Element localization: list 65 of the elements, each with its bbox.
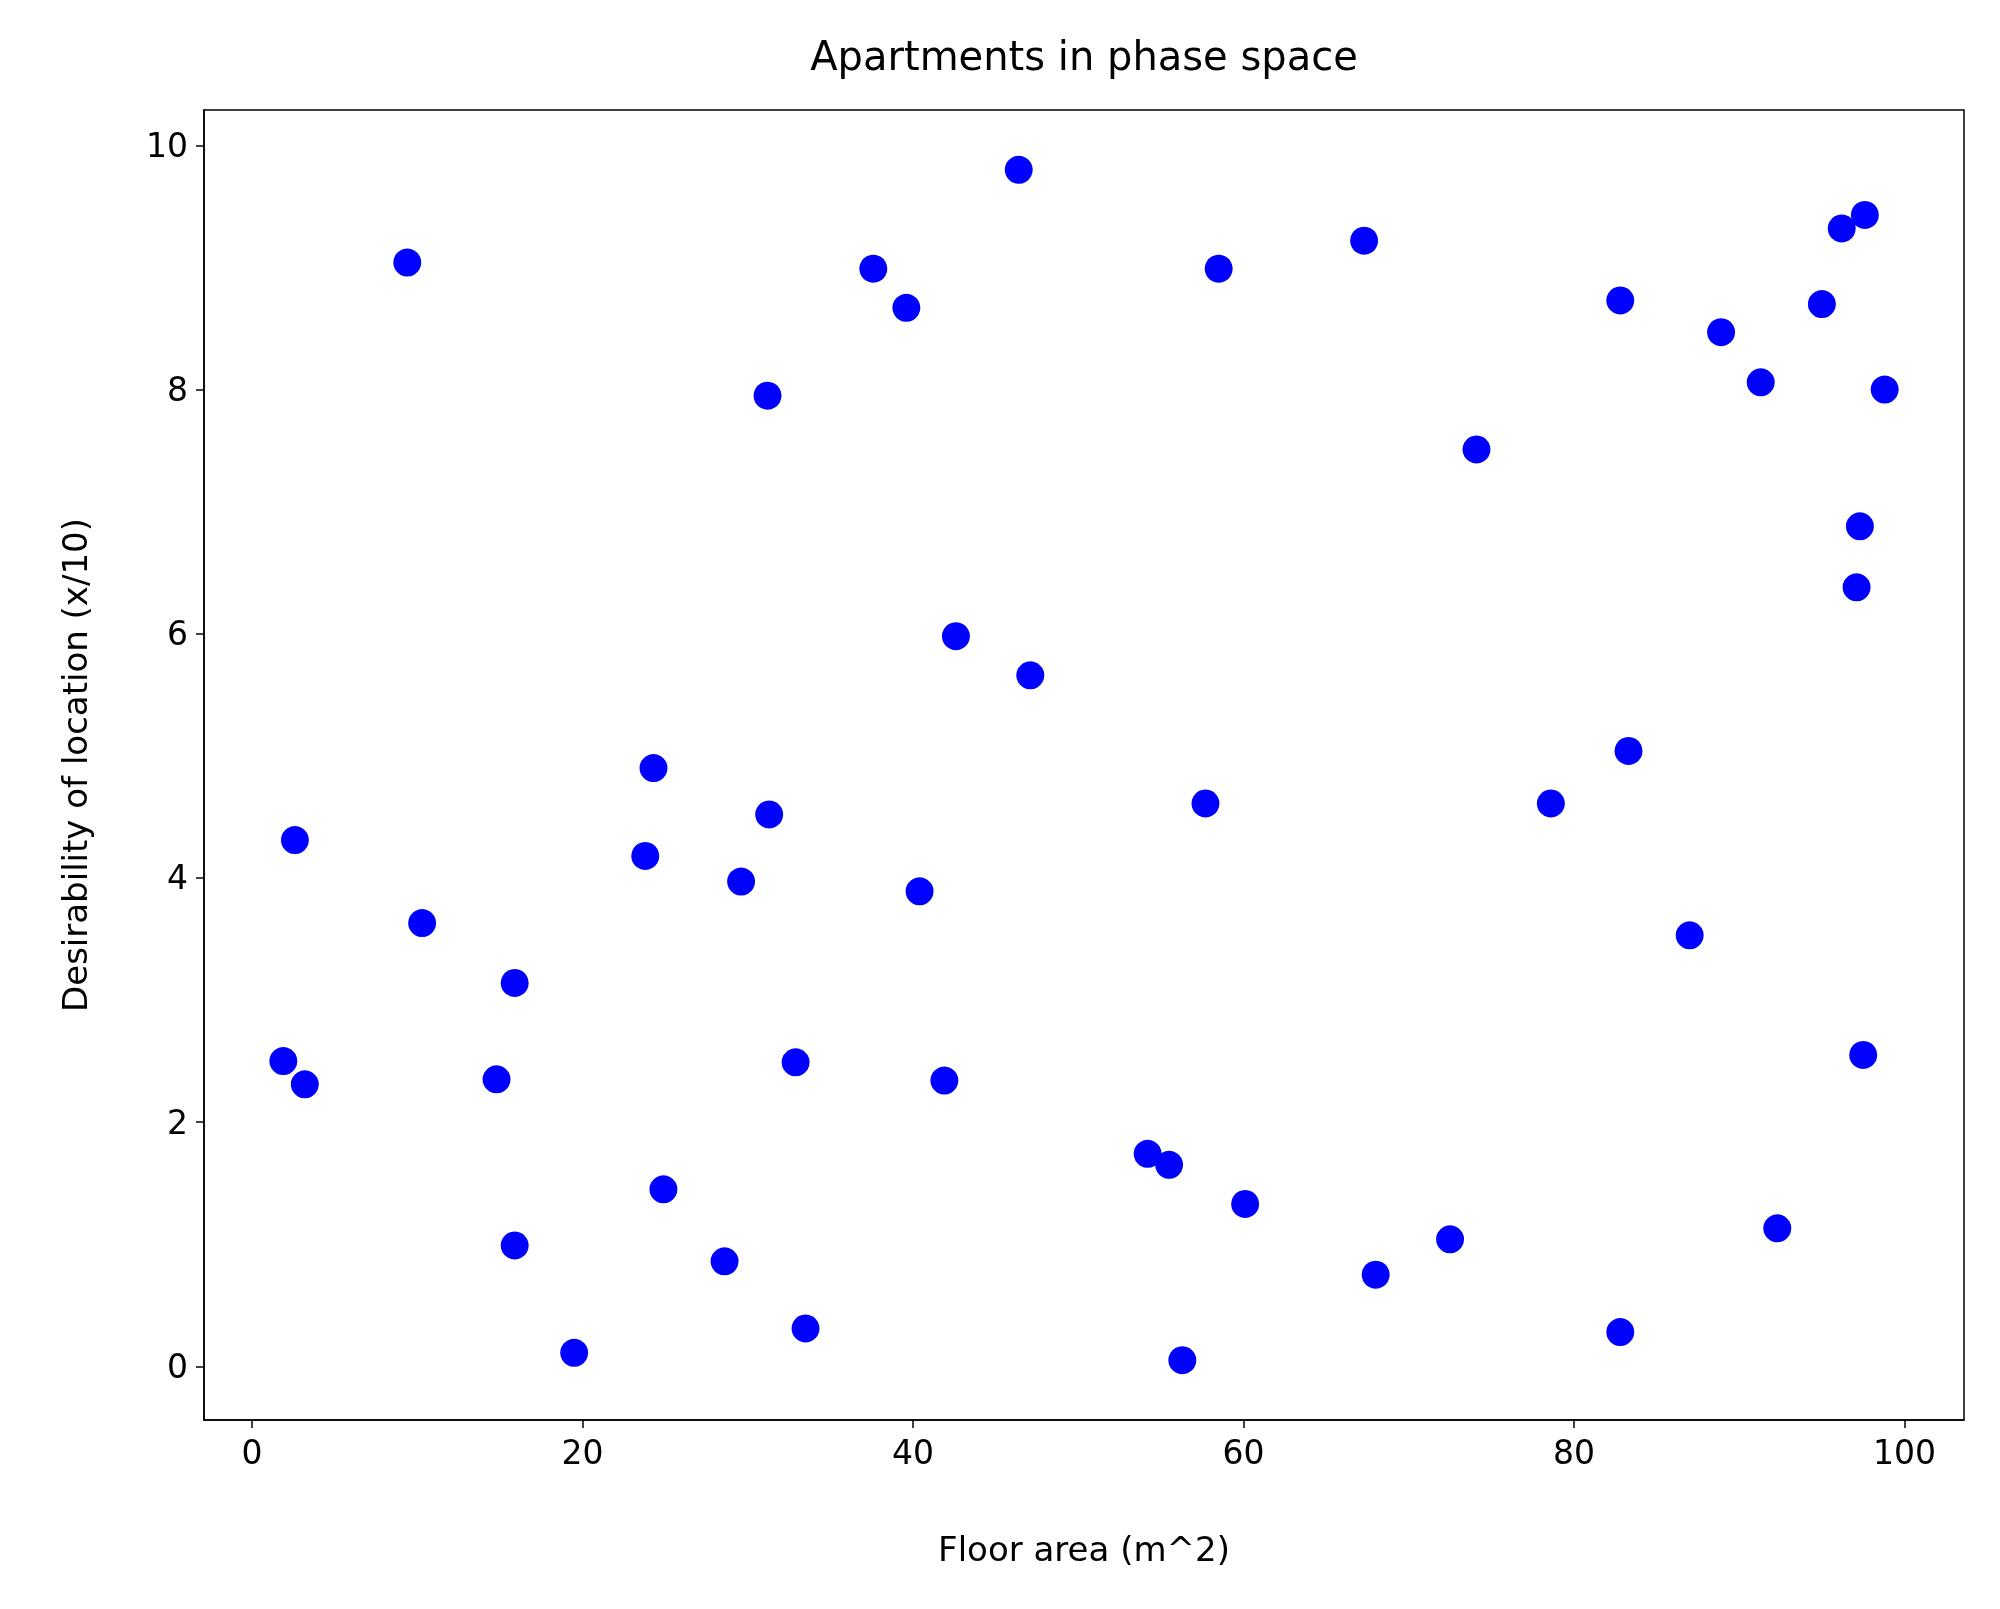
- point: [290, 1070, 319, 1099]
- point: [1536, 789, 1565, 818]
- point: [941, 622, 970, 651]
- point: [639, 754, 668, 783]
- y-tick-label: 10: [146, 125, 188, 165]
- point: [1606, 286, 1635, 315]
- point: [1004, 155, 1033, 184]
- point: [781, 1048, 810, 1077]
- point: [1807, 290, 1836, 319]
- y-tick-label: 4: [167, 858, 188, 898]
- point: [791, 1314, 820, 1343]
- point: [560, 1338, 589, 1367]
- point: [1462, 435, 1491, 464]
- x-axis-title: Floor area (m^2): [938, 1529, 1230, 1569]
- point: [1231, 1189, 1260, 1218]
- x-tick-label: 40: [891, 1433, 934, 1472]
- point: [1361, 1260, 1390, 1289]
- y-axis-title: Desirability of location (x/10): [55, 518, 95, 1012]
- point: [710, 1247, 739, 1276]
- point: [500, 968, 529, 997]
- point: [1606, 1318, 1635, 1347]
- point: [753, 381, 782, 410]
- y-tick-label: 0: [167, 1346, 188, 1386]
- point: [1133, 1139, 1162, 1168]
- point: [1675, 921, 1704, 950]
- y-tick-label: 2: [167, 1102, 188, 1142]
- x-tick-label: 80: [1552, 1433, 1595, 1472]
- point: [1204, 254, 1233, 283]
- point: [1746, 368, 1775, 397]
- point: [905, 877, 934, 906]
- y-tick-label: 8: [167, 370, 188, 410]
- point: [1436, 1225, 1465, 1254]
- point: [1763, 1214, 1792, 1243]
- point: [1842, 573, 1871, 602]
- point: [1350, 226, 1379, 255]
- point: [892, 293, 921, 322]
- x-tick-label: 20: [561, 1433, 604, 1472]
- y-tick-label: 6: [167, 614, 188, 654]
- x-tick-label: 0: [241, 1433, 263, 1472]
- point: [930, 1066, 959, 1095]
- point: [393, 248, 422, 277]
- point: [727, 867, 756, 896]
- point: [1850, 201, 1879, 229]
- point: [500, 1231, 529, 1260]
- point: [1614, 736, 1643, 765]
- point: [1155, 1150, 1184, 1179]
- x-tick-label: 60: [1222, 1433, 1265, 1472]
- point: [269, 1047, 298, 1076]
- point: [280, 826, 309, 855]
- point: [631, 841, 660, 870]
- point: [649, 1175, 678, 1204]
- point: [482, 1065, 511, 1094]
- point: [1168, 1346, 1197, 1375]
- point: [1827, 214, 1856, 243]
- point: [859, 254, 888, 283]
- point: [408, 909, 437, 938]
- point: [1016, 661, 1045, 690]
- point: [1707, 318, 1736, 347]
- point: [755, 800, 784, 829]
- x-tick-label: 100: [1873, 1433, 1937, 1472]
- chart-title: Apartments in phase space: [810, 33, 1358, 79]
- point: [1849, 1040, 1878, 1069]
- point: [1191, 789, 1220, 818]
- point: [1845, 512, 1874, 541]
- point: [1870, 375, 1899, 404]
